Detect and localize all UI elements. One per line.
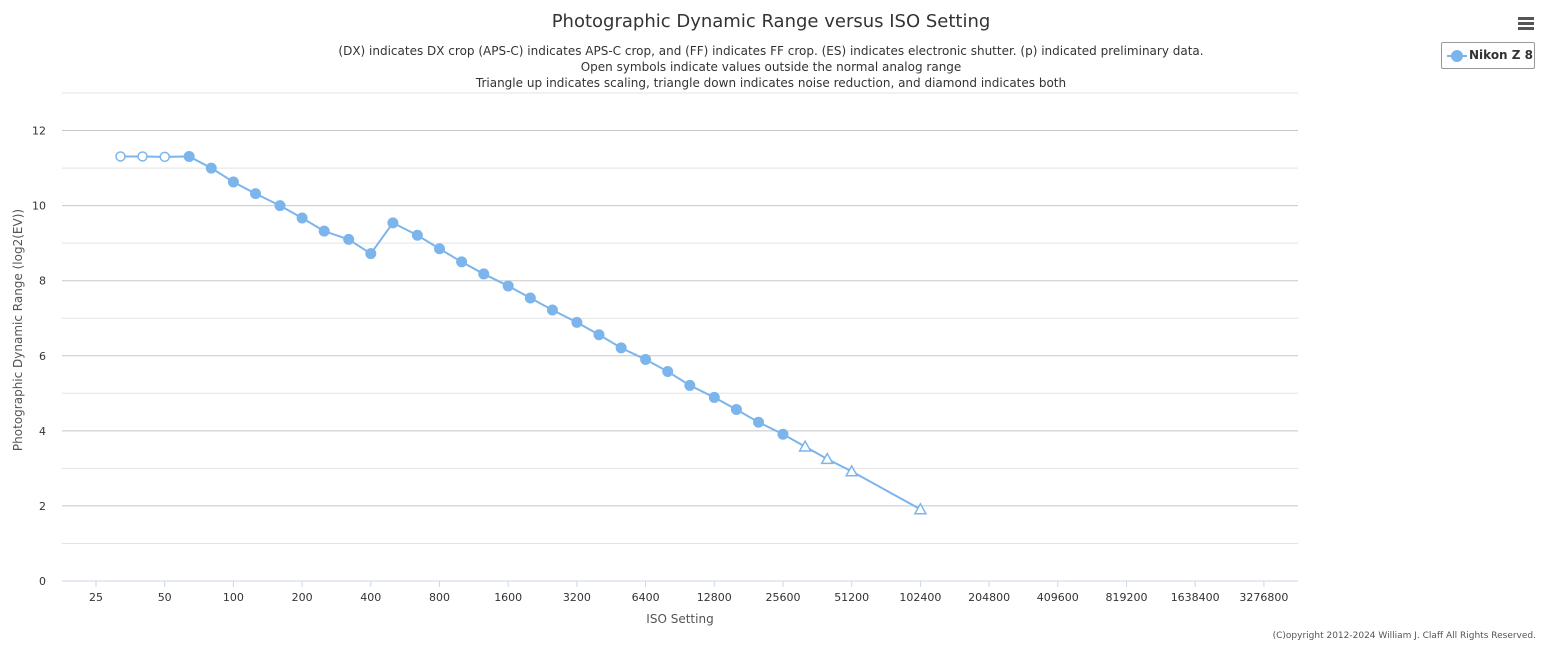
data-point[interactable] — [684, 379, 696, 391]
data-point-open[interactable] — [159, 151, 170, 163]
y-tick-label: 6 — [39, 350, 46, 363]
data-point[interactable] — [387, 217, 399, 229]
x-tick-label: 12800 — [697, 591, 732, 604]
y-tick-label: 12 — [32, 125, 46, 138]
y-tick-label: 10 — [32, 200, 46, 213]
legend-label: Nikon Z 8 — [1469, 48, 1534, 62]
data-point[interactable] — [730, 403, 742, 415]
y-axis-ticks: 0 2 4 6 8 10 12 — [32, 125, 46, 588]
x-tick-label: 50 — [158, 591, 172, 604]
data-point[interactable] — [456, 256, 468, 268]
data-point[interactable] — [274, 200, 286, 212]
y-tick-label: 8 — [39, 275, 46, 288]
y-tick-label: 2 — [39, 500, 46, 513]
x-tick-label: 409600 — [1037, 591, 1079, 604]
chart-title: Photographic Dynamic Range versus ISO Se… — [552, 11, 991, 32]
x-tick-label: 51200 — [834, 591, 869, 604]
x-tick-label: 100 — [223, 591, 244, 604]
x-tick-label: 800 — [429, 591, 450, 604]
data-point[interactable] — [318, 225, 330, 237]
hamburger-menu-icon[interactable] — [1512, 12, 1540, 36]
x-tick-label: 102400 — [899, 591, 941, 604]
x-tick-label: 1638400 — [1171, 591, 1220, 604]
x-tick-label: 819200 — [1106, 591, 1148, 604]
data-point[interactable] — [662, 366, 674, 378]
data-point[interactable] — [478, 268, 490, 280]
x-tick-label: 204800 — [968, 591, 1010, 604]
data-point[interactable] — [434, 243, 445, 255]
data-point-triangle[interactable] — [913, 502, 928, 515]
x-tick-label: 3200 — [563, 591, 591, 604]
chart-subtitle-line-2: Open symbols indicate values outside the… — [581, 60, 962, 74]
x-tick-label: 200 — [292, 591, 313, 604]
data-point[interactable] — [183, 150, 195, 162]
data-point-triangle[interactable] — [798, 439, 812, 452]
grid — [62, 92, 1298, 582]
x-tick-label: 6400 — [632, 591, 660, 604]
data-point-triangle[interactable] — [820, 451, 835, 465]
data-point[interactable] — [640, 354, 652, 366]
data-point[interactable] — [296, 212, 308, 224]
x-tick-label: 400 — [360, 591, 381, 604]
x-tick-label: 3276800 — [1239, 591, 1288, 604]
legend-marker-icon — [1447, 50, 1467, 62]
y-tick-label: 0 — [39, 575, 46, 588]
data-point[interactable] — [365, 248, 377, 260]
data-point[interactable] — [343, 233, 355, 245]
x-tick-label: 1600 — [494, 591, 522, 604]
chart-subtitle-line-1: (DX) indicates DX crop (APS-C) indicates… — [338, 44, 1203, 58]
data-point-triangle[interactable] — [844, 464, 859, 477]
credit-text: (C)opyright 2012-2024 William J. Claff A… — [1273, 631, 1536, 641]
x-axis-ticks: 25 50 100 200 400 800 1600 3200 6400 12800 25600 51… — [89, 581, 1288, 604]
data-point[interactable] — [571, 316, 583, 328]
data-point[interactable] — [593, 329, 605, 341]
y-tick-label: 4 — [39, 425, 46, 438]
series-nikon-z8 — [115, 150, 928, 515]
x-axis-title: ISO Setting — [646, 612, 713, 626]
data-point[interactable] — [411, 229, 423, 241]
data-point-open[interactable] — [115, 151, 126, 162]
chart-subtitle-line-3: Triangle up indicates scaling, triangle … — [475, 76, 1066, 90]
data-point[interactable] — [546, 304, 558, 316]
data-point[interactable] — [615, 342, 627, 354]
data-point[interactable] — [205, 162, 217, 174]
data-point[interactable] — [777, 428, 789, 440]
data-point-open[interactable] — [137, 151, 148, 162]
y-axis-title: Photographic Dynamic Range (log2(EV)) — [11, 209, 25, 451]
x-tick-label: 25 — [89, 591, 103, 604]
data-point[interactable] — [753, 416, 765, 428]
series-line — [120, 155, 921, 511]
data-point[interactable] — [227, 176, 239, 188]
data-point[interactable] — [250, 188, 262, 200]
x-tick-label: 25600 — [766, 591, 801, 604]
data-point[interactable] — [524, 292, 536, 304]
data-point[interactable] — [502, 280, 514, 292]
legend-item-nikon-z8[interactable]: Nikon Z 8 — [1441, 42, 1535, 69]
data-point[interactable] — [708, 391, 720, 403]
